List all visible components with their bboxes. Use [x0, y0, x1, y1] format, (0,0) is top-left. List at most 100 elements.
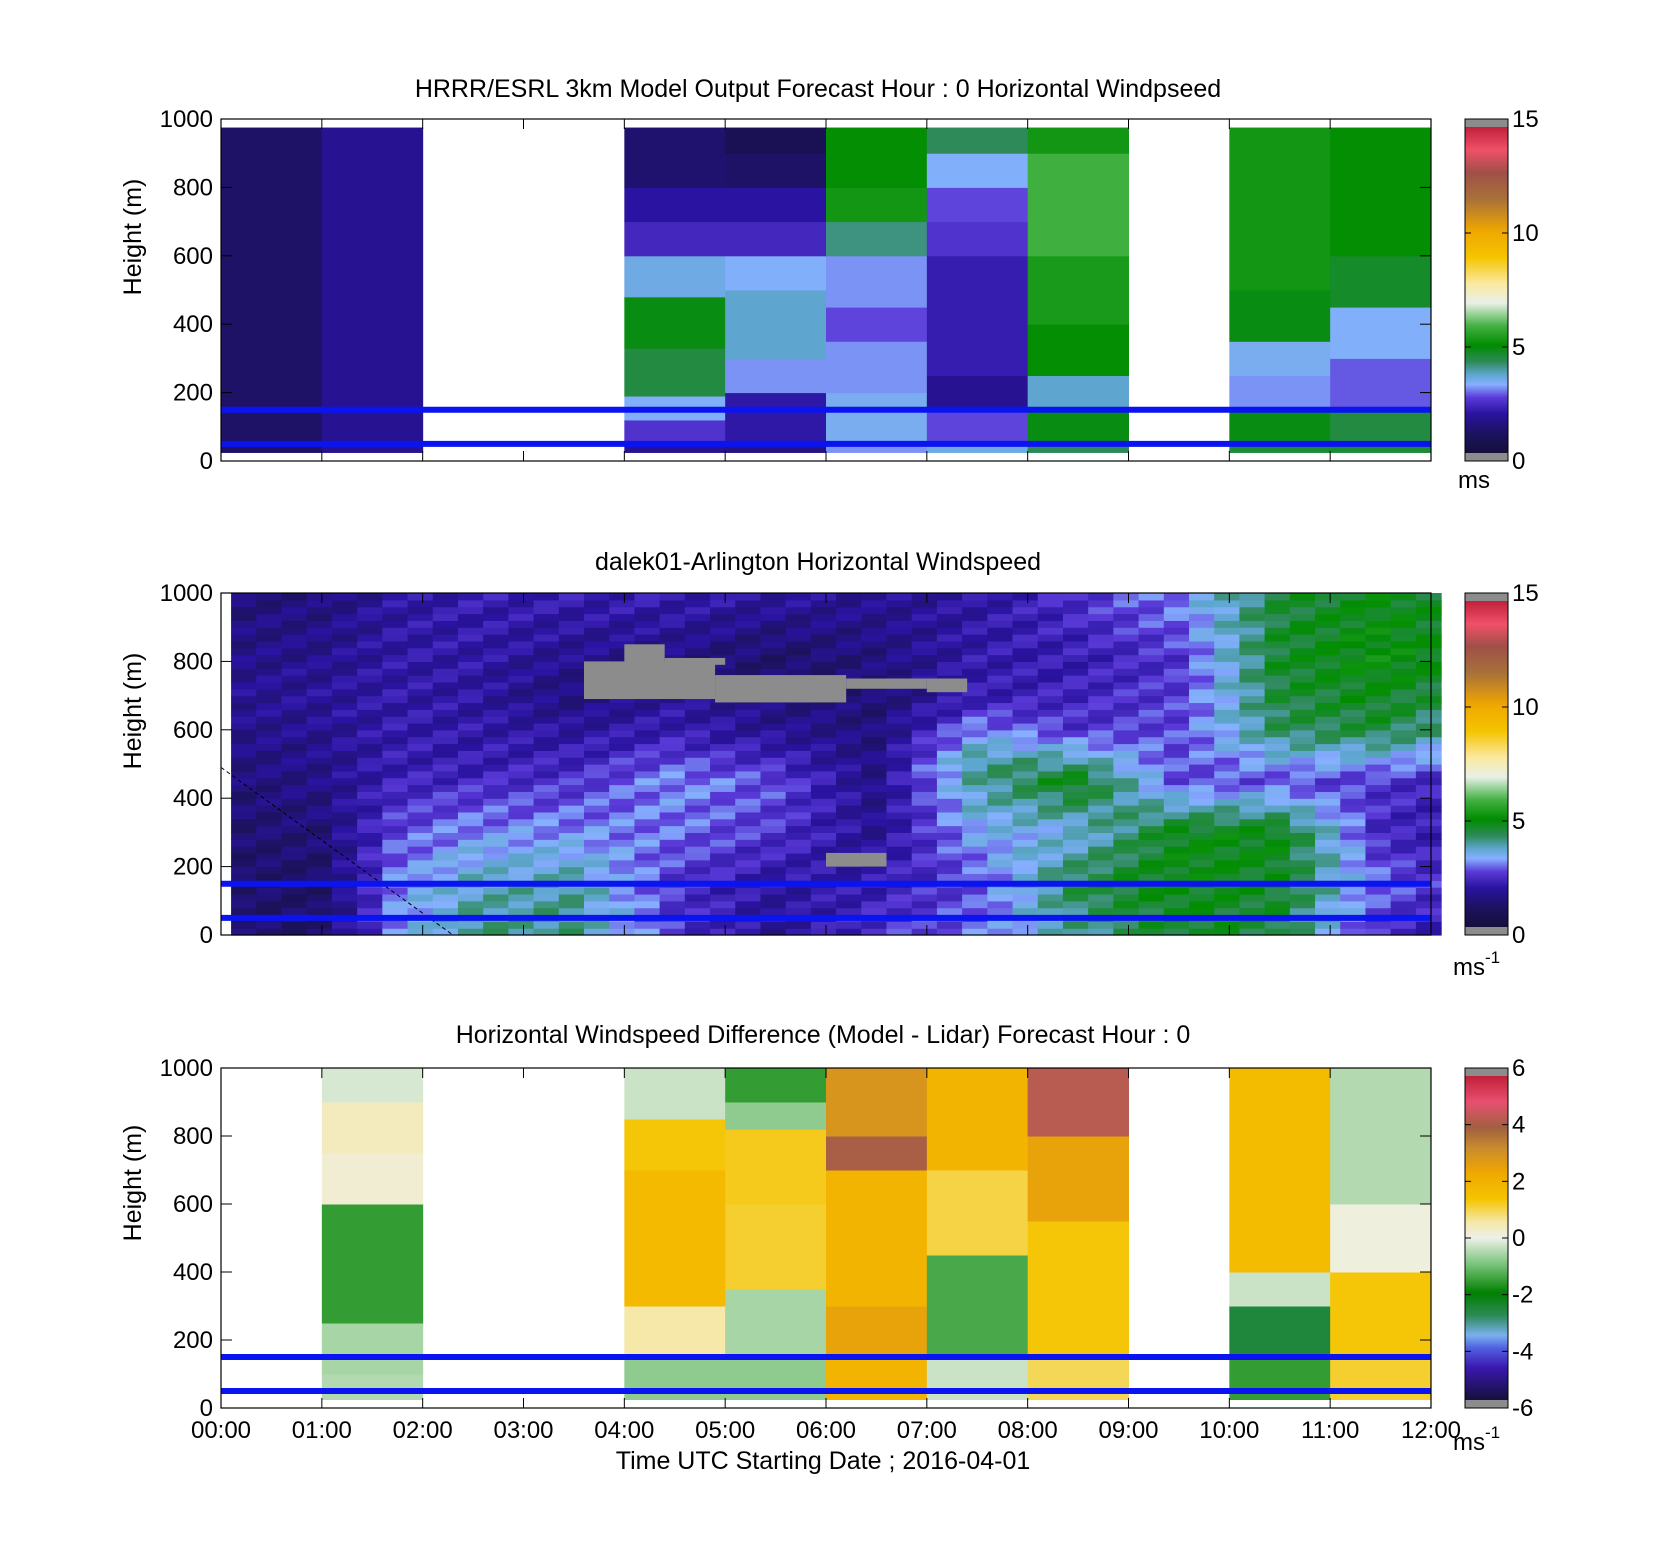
lidar-cell: [1214, 668, 1241, 676]
lidar-cell: [1239, 757, 1266, 765]
lidar-cell: [457, 818, 484, 827]
lidar-cell: [1113, 709, 1140, 717]
lidar-cell: [1037, 798, 1064, 806]
lidar-cell: [1415, 606, 1442, 615]
lidar-cell: [1163, 928, 1190, 936]
lidar-cell: [861, 887, 888, 895]
lidar-cell: [936, 811, 963, 820]
lidar-cell: [1113, 921, 1140, 929]
lidar-cell: [558, 818, 585, 827]
lidar-cell: [836, 599, 862, 608]
lidar-cell: [911, 770, 938, 779]
lidar-cell: [1289, 709, 1316, 717]
lidar-cell: [659, 729, 686, 738]
lidar-cell: [810, 654, 837, 662]
x-tick-label-0000: 00:00: [191, 1417, 251, 1444]
x-tick-label-0100: 01:00: [292, 1417, 352, 1444]
lidar-cell: [735, 798, 762, 806]
lidar-cell: [1340, 736, 1367, 745]
lidar-cell: [306, 599, 333, 608]
lidar-cell: [306, 593, 333, 601]
lidar-cell: [911, 811, 938, 820]
lidar-cell: [1264, 716, 1291, 724]
lidar-cell: [357, 675, 383, 683]
lidar-cell: [256, 620, 283, 628]
lidar-cell: [558, 675, 585, 683]
lidar-cell: [231, 743, 257, 751]
lidar-cell: [432, 825, 459, 833]
lidar-cell: [1365, 647, 1392, 656]
colorbar-tick-label: 0: [1512, 1225, 1525, 1252]
lidar-cell: [785, 770, 812, 779]
lidar-cell: [483, 722, 509, 731]
lidar-cell: [936, 900, 963, 909]
lidar-cell: [1214, 599, 1241, 608]
lidar-cell: [457, 811, 484, 820]
lidar-cell: [735, 873, 762, 881]
lidar-cell: [659, 640, 686, 649]
lidar-cell: [1264, 599, 1291, 608]
lidar-cell: [331, 811, 358, 820]
lidar-cell: [1113, 681, 1140, 690]
lidar-cell: [1365, 887, 1392, 895]
lidar-cell: [533, 757, 560, 765]
lidar-cell: [1415, 743, 1442, 751]
lidar-cell: [1189, 928, 1215, 936]
lidar-cell: [1138, 791, 1165, 799]
lidar-cell: [457, 928, 484, 936]
lidar-cell: [659, 805, 686, 813]
lidar-cell: [1012, 716, 1039, 724]
lidar-cell: [1113, 743, 1140, 751]
lidar-cell: [306, 709, 333, 717]
lidar-cell: [1365, 716, 1392, 724]
lidar-cell: [810, 668, 837, 676]
lidar-cell: [1012, 900, 1039, 909]
lidar-cell: [558, 736, 585, 745]
lidar-cell: [962, 709, 988, 717]
lidar-cell: [836, 900, 862, 909]
lidar-cell: [760, 791, 787, 799]
lidar-cell: [584, 825, 610, 833]
lidar-cell: [760, 668, 787, 676]
lidar-cell: [1088, 791, 1114, 799]
lidar-cell: [1062, 900, 1089, 909]
lidar-cell: [1415, 907, 1442, 916]
lidar-cell: [1365, 668, 1392, 676]
lidar-cell: [1088, 873, 1114, 881]
lidar-cell: [407, 743, 434, 751]
cell-h4-3: [624, 348, 726, 397]
lidar-cell: [432, 900, 459, 909]
lidar-cell: [256, 764, 283, 772]
lidar-cell: [1390, 661, 1417, 669]
lidar-cell: [1365, 661, 1392, 669]
lidar-cell: [886, 702, 913, 710]
lidar-cell: [710, 777, 736, 786]
lidar-cell: [1365, 805, 1392, 813]
lidar-cell: [760, 593, 787, 601]
lidar-cell: [634, 634, 661, 642]
lidar-cell: [735, 668, 762, 676]
lidar-cell: [936, 750, 963, 758]
lidar-cell: [231, 722, 257, 731]
lidar-cell: [1088, 702, 1114, 710]
lidar-cell: [634, 798, 661, 806]
x-axis-label: Time UTC Starting Date ; 2016-04-01: [616, 1447, 1031, 1475]
lidar-cell: [1163, 593, 1190, 601]
lidar-cell: [1189, 900, 1215, 909]
lidar-cell: [483, 900, 509, 909]
lidar-cell: [331, 928, 358, 936]
lidar-cell: [886, 750, 913, 758]
lidar-cell: [1315, 811, 1341, 820]
lidar-cell: [457, 668, 484, 676]
lidar-cell: [634, 873, 661, 881]
lidar-cell: [1189, 661, 1215, 669]
lidar-cell: [886, 654, 913, 662]
lidar-cell: [609, 606, 636, 615]
lidar-cell: [281, 825, 308, 833]
lidar-cell: [1037, 757, 1064, 765]
lidar-cell: [684, 791, 711, 799]
lidar-cell: [382, 859, 409, 868]
lidar-cell: [1012, 640, 1039, 649]
lidar-cell: [710, 668, 736, 676]
lidar-cell: [962, 846, 988, 854]
